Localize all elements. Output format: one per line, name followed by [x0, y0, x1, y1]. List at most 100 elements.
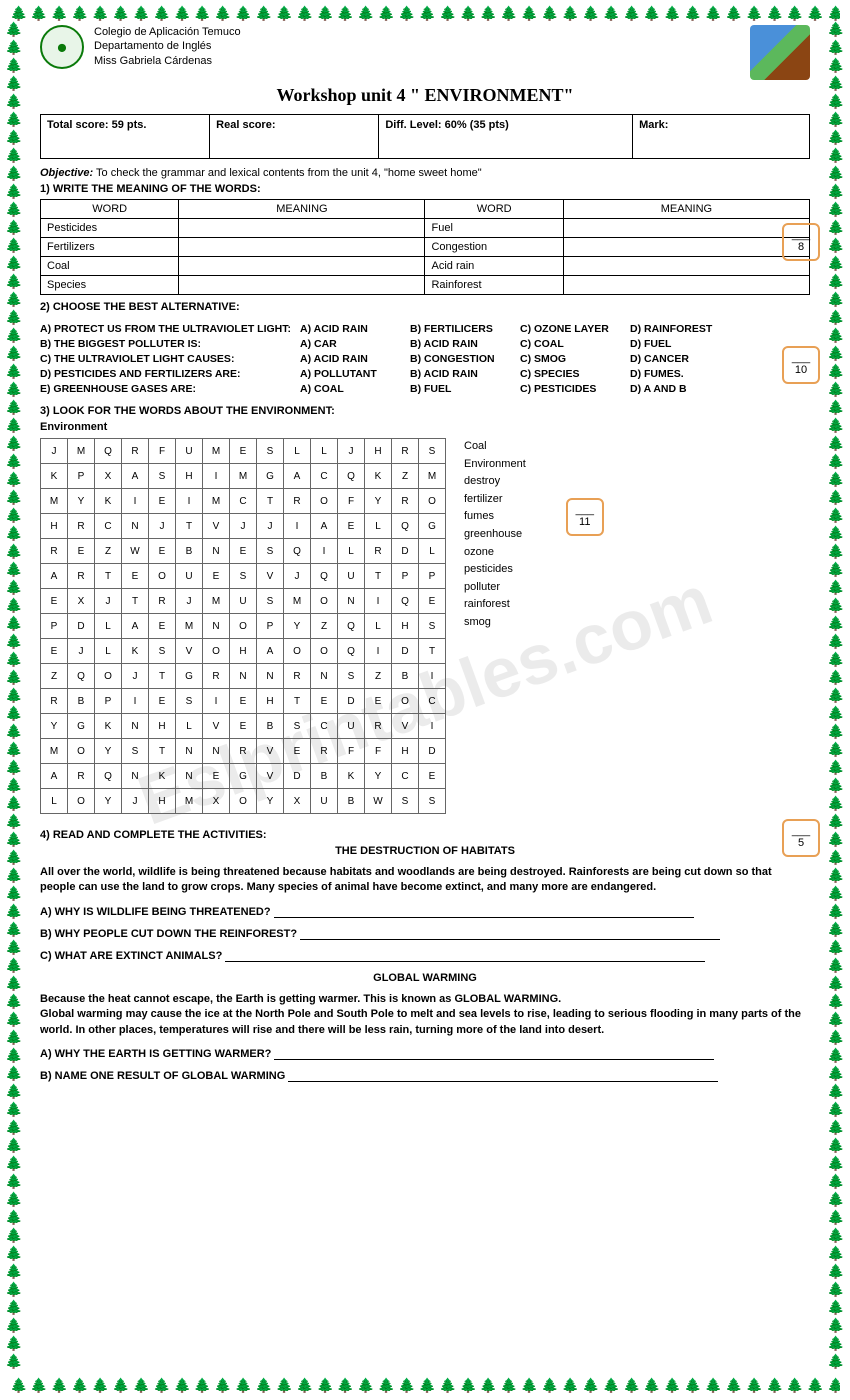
wordsearch-cell: V: [176, 639, 203, 664]
wordsearch-cell: S: [257, 589, 284, 614]
points-box-2: ___ 10: [782, 346, 820, 384]
wordsearch-cell: D: [392, 639, 419, 664]
wordsearch-cell: G: [68, 714, 95, 739]
q2a: A) WHY THE EARTH IS GETTING WARMER?: [40, 1048, 810, 1060]
wordsearch-cell: L: [41, 789, 68, 814]
wordsearch-cell: H: [365, 439, 392, 464]
word-list-item: smog: [464, 614, 526, 632]
wordsearch-cell: M: [41, 739, 68, 764]
wordsearch-cell: Y: [365, 489, 392, 514]
wordsearch-cell: K: [149, 764, 176, 789]
wordsearch-cell: M: [68, 439, 95, 464]
wordsearch-cell: O: [311, 639, 338, 664]
wordsearch-cell: V: [392, 714, 419, 739]
q1c: C) WHAT ARE EXTINCT ANIMALS?: [40, 950, 810, 962]
wordsearch-cell: E: [122, 564, 149, 589]
wordsearch-cell: Q: [392, 514, 419, 539]
wordsearch-cell: I: [122, 689, 149, 714]
wordsearch-cell: I: [122, 489, 149, 514]
wordsearch-cell: O: [419, 489, 446, 514]
school-info: Colegio de Aplicación Temuco Departament…: [94, 25, 241, 68]
wordsearch-cell: G: [230, 764, 257, 789]
wordsearch-cell: N: [203, 739, 230, 764]
wordsearch-cell: S: [392, 789, 419, 814]
wordsearch-cell: N: [176, 739, 203, 764]
wordsearch-cell: O: [230, 789, 257, 814]
wordsearch-cell: W: [122, 539, 149, 564]
wordsearch-cell: F: [338, 739, 365, 764]
wordsearch-cell: X: [203, 789, 230, 814]
wordsearch-cell: B: [392, 664, 419, 689]
wordsearch-cell: U: [176, 439, 203, 464]
wordsearch-cell: N: [122, 514, 149, 539]
wordsearch-cell: L: [176, 714, 203, 739]
wordsearch-cell: H: [149, 714, 176, 739]
wordsearch-cell: Y: [284, 614, 311, 639]
alternatives: A) PROTECT US FROM THE ULTRAVIOLET LIGHT…: [40, 323, 810, 395]
word-list-item: fumes: [464, 508, 526, 526]
wordsearch-cell: J: [284, 564, 311, 589]
wordsearch-cell: P: [419, 564, 446, 589]
wordsearch-cell: I: [284, 514, 311, 539]
wordsearch-cell: Q: [311, 564, 338, 589]
wordsearch-cell: L: [365, 514, 392, 539]
school-logo: ⬤: [40, 25, 84, 69]
diff-level: Diff. Level: 60% (35 pts): [379, 115, 633, 159]
wordsearch-cell: Z: [41, 664, 68, 689]
wordsearch-cell: U: [311, 789, 338, 814]
reading1-title: THE DESTRUCTION OF HABITATS: [40, 845, 810, 857]
section1-title: 1) WRITE THE MEANING OF THE WORDS:: [40, 183, 810, 195]
wordsearch-cell: K: [122, 639, 149, 664]
wordsearch-cell: V: [257, 564, 284, 589]
wordsearch-cell: U: [230, 589, 257, 614]
wordsearch-cell: U: [338, 564, 365, 589]
wordsearch-cell: E: [203, 764, 230, 789]
word-list-item: fertilizer: [464, 491, 526, 509]
wordsearch-cell: Y: [257, 789, 284, 814]
wordsearch-cell: E: [41, 589, 68, 614]
wordsearch-cell: E: [311, 689, 338, 714]
wordsearch-cell: D: [68, 614, 95, 639]
wordsearch-cell: N: [122, 714, 149, 739]
wordsearch-cell: S: [122, 739, 149, 764]
wordsearch-cell: S: [419, 439, 446, 464]
wordsearch-cell: I: [365, 589, 392, 614]
section4-title: 4) READ AND COMPLETE THE ACTIVITIES:: [40, 829, 810, 841]
wordsearch-cell: O: [149, 564, 176, 589]
wordsearch-cell: R: [284, 489, 311, 514]
wordsearch-cell: Z: [365, 664, 392, 689]
wordsearch-cell: O: [68, 739, 95, 764]
wordsearch-cell: K: [338, 764, 365, 789]
wordsearch-cell: T: [257, 489, 284, 514]
wordsearch-cell: B: [68, 689, 95, 714]
wordsearch-cell: F: [338, 489, 365, 514]
wordsearch-cell: R: [122, 439, 149, 464]
wordsearch-cell: E: [203, 564, 230, 589]
word-list-item: pesticides: [464, 561, 526, 579]
wordsearch-cell: L: [365, 614, 392, 639]
wordsearch-cell: T: [95, 564, 122, 589]
wordsearch-cell: Q: [338, 639, 365, 664]
wordsearch-cell: J: [68, 639, 95, 664]
wordsearch-cell: E: [230, 714, 257, 739]
border-top: 🌲🌲🌲🌲🌲🌲🌲🌲🌲🌲🌲🌲🌲🌲🌲🌲🌲🌲🌲🌲🌲🌲🌲🌲🌲🌲🌲🌲🌲🌲🌲🌲🌲🌲🌲🌲🌲🌲🌲🌲…: [10, 5, 840, 23]
wordsearch-cell: A: [257, 639, 284, 664]
wordsearch-cell: Y: [365, 764, 392, 789]
wordsearch-cell: I: [419, 664, 446, 689]
wordsearch-cell: R: [365, 539, 392, 564]
mark: Mark:: [633, 115, 810, 159]
wordsearch-cell: M: [419, 464, 446, 489]
wordsearch-cell: M: [203, 589, 230, 614]
wordsearch-cell: R: [365, 714, 392, 739]
wordsearch-cell: I: [419, 714, 446, 739]
wordsearch-cell: E: [230, 689, 257, 714]
wordsearch-cell: Y: [68, 489, 95, 514]
wordsearch-cell: R: [203, 664, 230, 689]
objective: Objective: To check the grammar and lexi…: [40, 167, 810, 179]
wordsearch-cell: R: [392, 439, 419, 464]
wordsearch-cell: N: [230, 664, 257, 689]
wordsearch-cell: Q: [68, 664, 95, 689]
reading2-text: Because the heat cannot escape, the Eart…: [40, 992, 810, 1038]
wordsearch-cell: P: [68, 464, 95, 489]
wordsearch-cell: J: [122, 789, 149, 814]
